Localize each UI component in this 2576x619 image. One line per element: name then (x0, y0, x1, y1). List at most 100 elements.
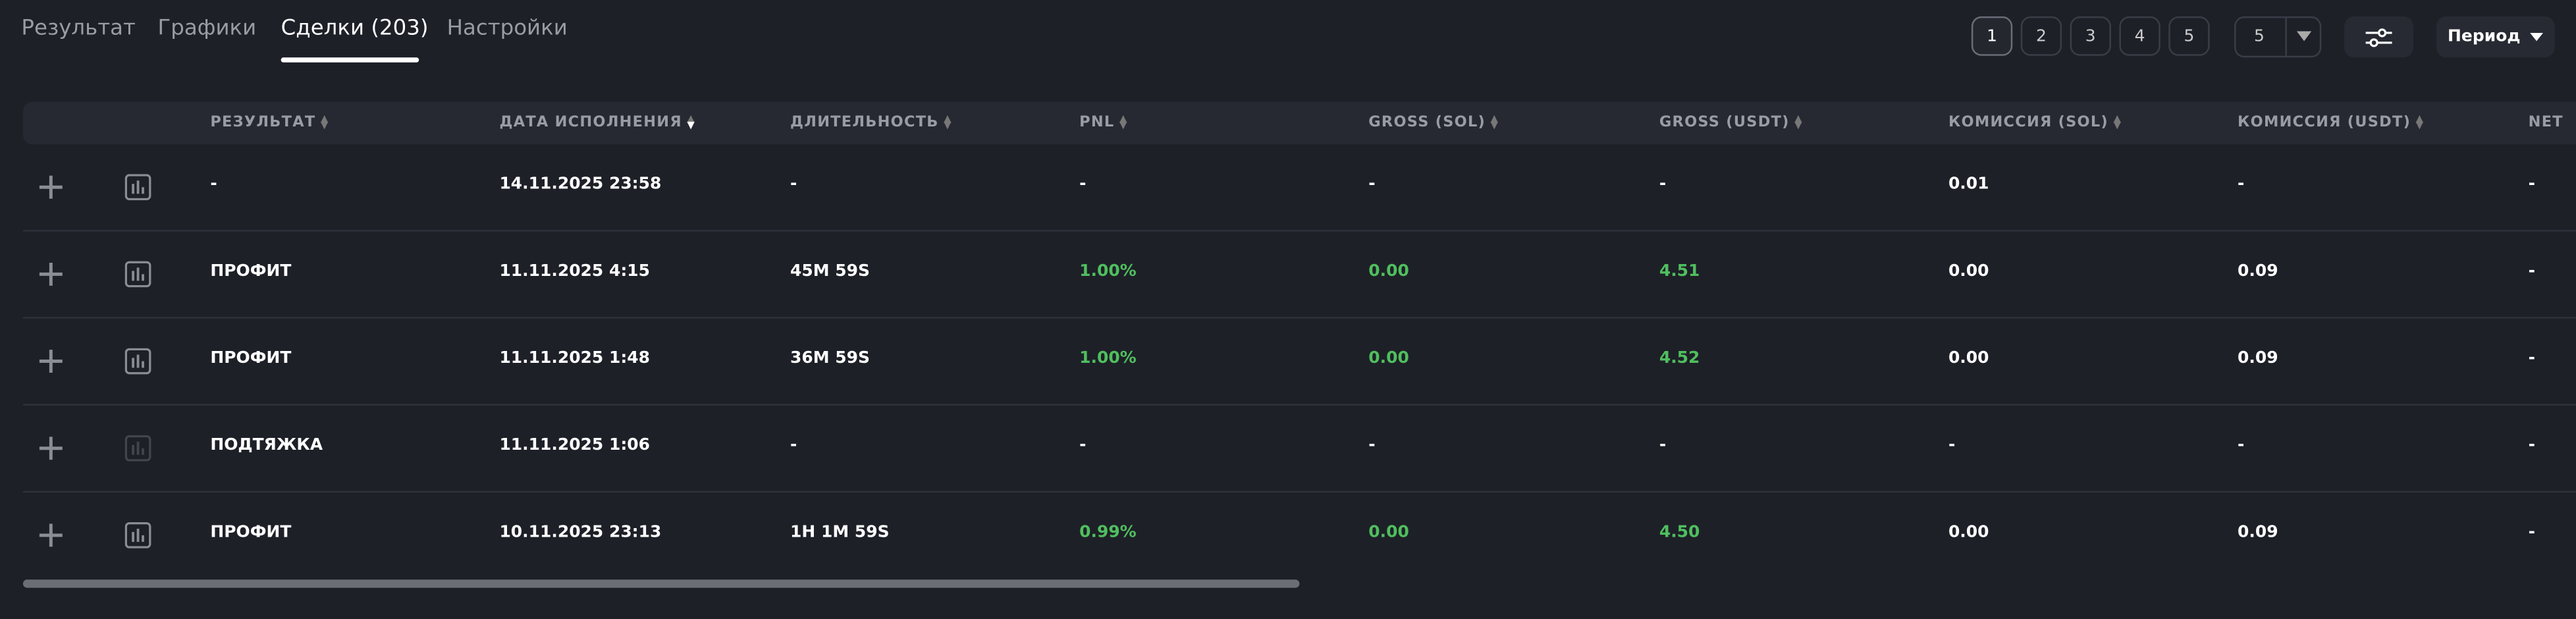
table-cell: - (790, 175, 797, 194)
header-text: NET (2528, 115, 2563, 132)
page-button[interactable]: 3 (2070, 16, 2111, 56)
table-cell: 0.00 (1368, 350, 1409, 368)
table-cell: 1H 1M 59S (790, 524, 890, 542)
table-cell: 0.00 (1948, 262, 1989, 281)
sort-icon: ▲ ▼ (2113, 112, 2122, 131)
sort-icon: ▲ ▼ (1490, 112, 1499, 131)
column-header[interactable]: ДАТА ИСПОЛНЕНИЯ ▲ ▼ (499, 112, 696, 132)
row-separator (22, 317, 2576, 319)
header-text: ДАТА ИСПОЛНЕНИЯ (499, 115, 682, 132)
table-cell: 11.11.2025 1:48 (499, 350, 651, 368)
per-page-value: 5 (2254, 28, 2265, 46)
tab-underline (281, 57, 419, 63)
table-cell: - (1368, 175, 1376, 194)
table-cell: 0.01 (1948, 175, 1989, 194)
page-button[interactable]: 1 (1971, 16, 2013, 56)
sort-icon: ▲ ▼ (687, 112, 696, 131)
per-page-select[interactable]: 5 (2234, 16, 2322, 58)
table-cell: 4.52 (1659, 350, 1700, 368)
table-header (22, 101, 2576, 145)
table-cell: - (1659, 437, 1667, 455)
column-header[interactable]: GROSS (USDT) ▲ ▼ (1659, 112, 1803, 132)
sort-icon: ▲ ▼ (2415, 112, 2425, 131)
header-text: GROSS (USDT) (1659, 115, 1790, 132)
expand-button[interactable] (38, 261, 64, 294)
table-cell: 4.51 (1659, 262, 1700, 281)
column-header[interactable]: КОМИССИЯ (USDT) ▲ ▼ (2238, 112, 2425, 132)
dropdown-arrow (2530, 32, 2544, 41)
table-cell: - (1079, 175, 1087, 194)
table-cell: 11.11.2025 1:06 (499, 437, 651, 455)
dropdown-arrow (2296, 31, 2312, 41)
header-text: PNL (1079, 115, 1115, 132)
header-text: КОМИССИЯ (SOL) (1948, 115, 2108, 132)
table-cell: - (1659, 175, 1667, 194)
table-cell: 10.11.2025 23:13 (499, 524, 662, 542)
expand-button[interactable] (38, 348, 64, 381)
filter-button[interactable] (2344, 16, 2414, 58)
table-cell: - (2528, 437, 2536, 455)
table-cell: ПОДТЯЖКА (210, 437, 323, 455)
tab[interactable]: Сделки (203) (281, 16, 429, 41)
row-separator (22, 404, 2576, 406)
chart-button[interactable] (124, 435, 151, 468)
chart-button[interactable] (124, 174, 151, 207)
table-cell: ПРОФИТ (210, 524, 292, 542)
table-cell: 0.99% (1079, 524, 1137, 542)
chart-button[interactable] (124, 261, 151, 294)
row-separator (22, 491, 2576, 493)
table-cell: 1.00% (1079, 350, 1137, 368)
tab[interactable]: Настройки (446, 16, 568, 41)
table-cell: - (2528, 175, 2536, 194)
table-cell: - (210, 175, 217, 194)
table-cell: - (2528, 524, 2536, 542)
table-cell: 0.00 (1368, 262, 1409, 281)
chart-button[interactable] (124, 348, 151, 381)
table-cell: - (1079, 437, 1087, 455)
row-separator (22, 230, 2576, 232)
table-cell: - (2528, 262, 2536, 281)
table-cell: 0.00 (1368, 524, 1409, 542)
table-cell: - (1948, 437, 1956, 455)
table-cell: 36M 59S (790, 350, 870, 368)
expand-button[interactable] (38, 174, 64, 207)
chart-button[interactable] (124, 522, 151, 555)
page-button[interactable]: 4 (2119, 16, 2160, 56)
column-header[interactable]: NET (2529, 115, 2563, 132)
page-button[interactable]: 5 (2168, 16, 2210, 56)
page-button[interactable]: 2 (2020, 16, 2062, 56)
tab[interactable]: Графики (157, 16, 257, 41)
column-header[interactable]: РЕЗУЛЬТАТ ▲ ▼ (210, 112, 329, 132)
column-header[interactable]: КОМИССИЯ (SOL) ▲ ▼ (1948, 112, 2122, 132)
filter-icon (2365, 28, 2392, 47)
table-cell: 4.50 (1659, 524, 1700, 542)
header-text: РЕЗУЛЬТАТ (210, 115, 316, 132)
column-header[interactable]: GROSS (SOL) ▲ ▼ (1368, 112, 1499, 132)
scrollbar[interactable] (22, 579, 1300, 588)
header-text: GROSS (SOL) (1368, 115, 1486, 132)
table-cell: 45M 59S (790, 262, 870, 281)
column-header[interactable]: PNL ▲ ▼ (1079, 112, 1128, 132)
expand-button[interactable] (38, 435, 64, 468)
sort-icon: ▲ ▼ (1119, 112, 1128, 131)
period-label: Период (2448, 28, 2521, 46)
table-cell: 11.11.2025 4:15 (499, 262, 651, 281)
header-text: КОМИССИЯ (USDT) (2238, 115, 2411, 132)
period-button[interactable]: Период (2436, 16, 2555, 58)
table-cell: ПРОФИТ (210, 262, 292, 281)
table-cell: - (2238, 437, 2245, 455)
table-cell: - (1368, 437, 1376, 455)
table-cell: 14.11.2025 23:58 (499, 175, 662, 194)
sort-icon: ▲ ▼ (1794, 112, 1803, 131)
sort-icon: ▲ ▼ (320, 112, 329, 131)
expand-button[interactable] (38, 522, 64, 555)
table-cell: - (2528, 350, 2536, 368)
table-cell: - (2238, 175, 2245, 194)
table-cell: 0.09 (2238, 262, 2278, 281)
table-cell: 0.09 (2238, 524, 2278, 542)
table-cell: - (790, 437, 797, 455)
column-header[interactable]: ДЛИТЕЛЬНОСТЬ ▲ ▼ (790, 113, 952, 131)
tab[interactable]: Результат (21, 16, 136, 41)
table-cell: 0.09 (2238, 350, 2278, 368)
